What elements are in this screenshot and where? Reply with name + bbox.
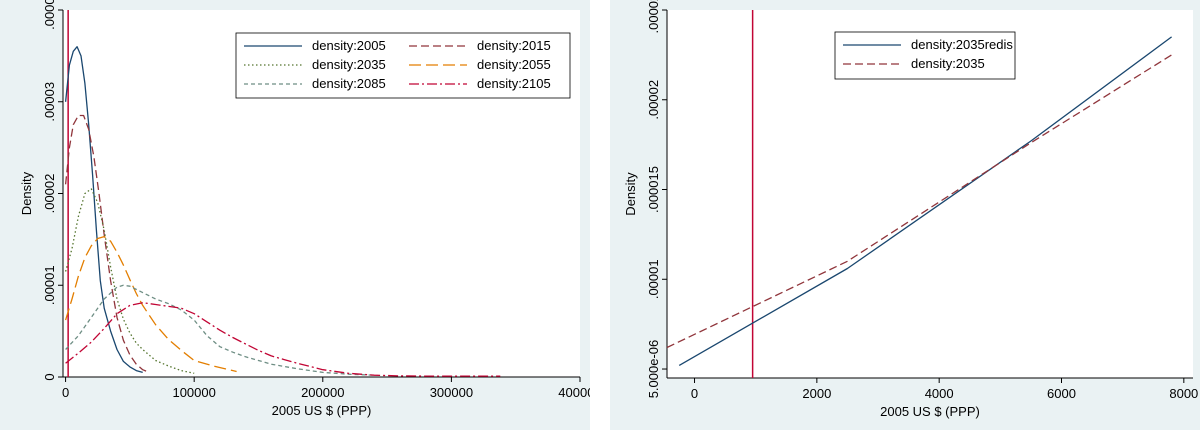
y-tick-label: .000015 xyxy=(646,166,661,213)
legend-label: density:2085 xyxy=(312,76,386,91)
y-tick-label: .00002 xyxy=(42,174,57,214)
legend-label: density:2035 xyxy=(911,56,985,71)
y-axis-title: Density xyxy=(623,172,638,216)
y-axis-title: Density xyxy=(19,171,34,215)
x-axis-title: 2005 US $ (PPP) xyxy=(880,404,980,419)
y-tick-label: .00004 xyxy=(42,0,57,30)
x-axis-title: 2005 US $ (PPP) xyxy=(272,403,372,418)
x-tick-label: 6000 xyxy=(1047,386,1076,401)
series-line-density-2035 xyxy=(666,54,1172,349)
y-tick-label: .00001 xyxy=(42,265,57,305)
y-tick-label: 5.000e-06 xyxy=(646,340,661,399)
x-tick-label: 4000 xyxy=(925,386,954,401)
series-line-density-2035 xyxy=(64,188,195,374)
density-chart-right: 0 2000 4000 6000 8000 5.000e-06 .00001 .000015.… xyxy=(623,0,1198,419)
y-tick-label: .000025 xyxy=(646,0,661,34)
legend: density:2005 density:2015 density:2035 dens… xyxy=(235,32,571,99)
series-line-density-2035redis xyxy=(678,36,1172,366)
legend-label: density:2005 xyxy=(312,38,386,53)
legend-box xyxy=(235,32,571,99)
series-line-density-2015 xyxy=(64,114,150,374)
y-tick-label: .00002 xyxy=(646,80,661,120)
series-line-density-2085 xyxy=(65,284,375,376)
series-line-density-2055 xyxy=(64,235,237,373)
y-tick-label: 0 xyxy=(42,373,57,380)
x-tick-label: 400000 xyxy=(558,385,590,400)
x-tick-label: 2000 xyxy=(802,386,831,401)
chart-panel-left: 0 100000 200000 300000 400000 0 .00001 .00002 .0… xyxy=(0,0,602,430)
legend: density:2035redis density:2035 xyxy=(834,31,1016,80)
y-tick-label: .00003 xyxy=(42,82,57,122)
x-tick-label: 100000 xyxy=(172,385,215,400)
legend-label: density:2035 xyxy=(312,57,386,72)
series-line-density-2005 xyxy=(64,46,143,374)
x-tick-label: 0 xyxy=(62,385,69,400)
series-line-density-2105 xyxy=(65,302,501,377)
legend-label: density:2035redis xyxy=(911,37,1013,52)
y-tick-label: .00001 xyxy=(646,259,661,299)
x-tick-label: 300000 xyxy=(430,385,473,400)
legend-label: density:2105 xyxy=(477,76,551,91)
legend-label: density:2055 xyxy=(477,57,551,72)
legend-box xyxy=(834,31,1016,80)
x-tick-label: 8000 xyxy=(1169,386,1198,401)
chart-panel-right: 0 2000 4000 6000 8000 5.000e-06 .00001 .000015.… xyxy=(610,0,1200,430)
density-chart-left: 0 100000 200000 300000 400000 0 .00001 .00002 .0… xyxy=(19,0,602,418)
x-tick-label: 0 xyxy=(691,386,698,401)
legend-label: density:2015 xyxy=(477,38,551,53)
x-tick-label: 200000 xyxy=(301,385,344,400)
